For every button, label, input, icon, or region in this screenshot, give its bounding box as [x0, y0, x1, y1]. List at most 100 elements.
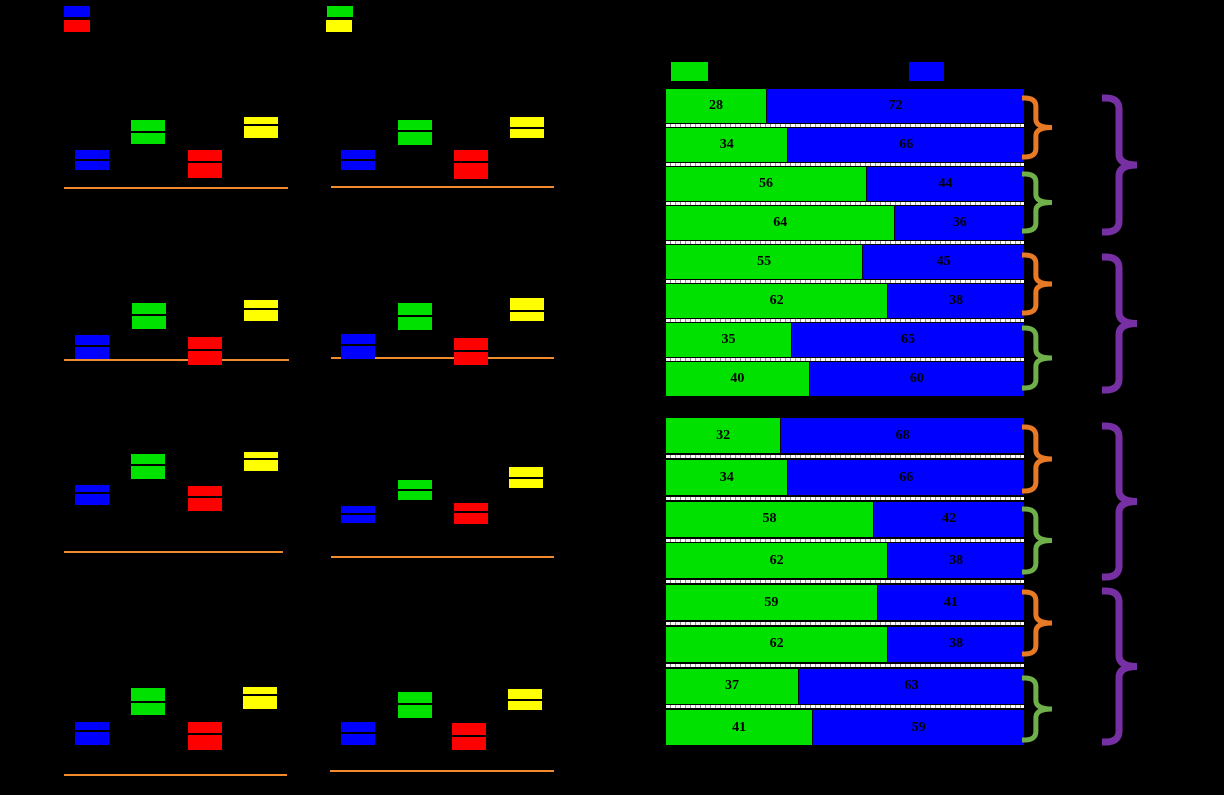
group-brace-purple [1101, 94, 1138, 236]
bar-value-label-blue: 45 [936, 254, 951, 270]
box-green-r1c2 [397, 119, 432, 145]
bar-segment-blue: 68 [781, 418, 1024, 454]
bar-segment-green: 41 [666, 710, 814, 746]
box-yellow-r3c2 [509, 467, 543, 488]
stacked-bar-bottom-8: 41 59 [666, 710, 1024, 746]
stacked-bar-bottom-5: 59 41 [666, 585, 1024, 621]
bar-value-label-green: 58 [762, 511, 777, 527]
box-green-r4c2 [397, 691, 432, 718]
bar-separator-line [666, 621, 1024, 625]
median-line [74, 730, 109, 732]
bar-value-label-green: 37 [725, 678, 740, 693]
bar-segment-blue: 38 [888, 543, 1024, 579]
bar-value-label-green: 28 [708, 98, 723, 114]
bar-legend-swatch-green [671, 62, 708, 81]
bar-separator-line [666, 241, 1024, 245]
median-line [508, 699, 542, 701]
bar-value-label-green: 56 [758, 176, 773, 192]
median-line [243, 457, 278, 460]
bar-value-label-blue: 36 [952, 215, 967, 231]
bar-separator-line [666, 358, 1024, 362]
bar-value-label-green: 59 [764, 594, 779, 610]
bar-separator-line [666, 202, 1024, 206]
bar-segment-blue: 65 [791, 323, 1024, 358]
stacked-bar-top-1: 28 72 [666, 89, 1024, 124]
stacked-bar-top-5: 55 45 [666, 245, 1024, 280]
x-axis-line-r2c2 [331, 356, 554, 359]
median-line [397, 702, 432, 705]
median-line [453, 161, 488, 163]
box-blue-r4c1 [74, 721, 109, 745]
bar-segment-blue: 36 [895, 206, 1024, 241]
legend-swatch-blue [64, 6, 90, 17]
box-red-r4c2 [452, 722, 486, 750]
group-brace-green [1021, 675, 1053, 743]
median-line [130, 700, 165, 703]
bar-segment-blue: 42 [874, 501, 1024, 537]
bar-segment-green: 56 [666, 167, 867, 202]
stacked-bar-top-6: 62 38 [666, 284, 1024, 319]
box-blue-r2c1 [75, 335, 109, 359]
bar-segment-blue: 60 [809, 362, 1024, 397]
bar-separator-line [666, 538, 1024, 542]
box-red-r3c2 [453, 503, 488, 524]
legend-swatch-green [327, 6, 353, 17]
group-brace-green [1021, 171, 1053, 234]
bar-segment-green: 59 [666, 585, 878, 621]
bar-segment-green: 34 [666, 460, 789, 495]
group-brace-orange [1021, 95, 1053, 160]
stacked-bar-top-8: 40 60 [666, 362, 1024, 397]
x-axis-line-r1c2 [330, 186, 554, 188]
bar-value-label-blue: 66 [899, 469, 914, 485]
median-line [131, 130, 165, 133]
box-blue-r1c2 [341, 150, 375, 170]
box-yellow-r4c1 [243, 686, 277, 709]
box-red-r2c1 [188, 336, 222, 365]
median-line [131, 314, 166, 316]
bar-value-label-green: 64 [773, 215, 788, 231]
box-yellow-r3c1 [243, 451, 278, 471]
bar-segment-green: 37 [666, 668, 800, 704]
bar-value-label-blue: 38 [949, 552, 964, 568]
legend-swatch-red [64, 20, 90, 32]
bar-segment-blue: 38 [888, 626, 1024, 662]
median-line [509, 477, 543, 479]
bar-segment-green: 55 [666, 245, 864, 280]
box-blue-r3c2 [341, 505, 375, 523]
bar-segment-green: 64 [666, 206, 896, 241]
x-axis-line-r3c2 [331, 556, 554, 558]
bar-separator-line [666, 705, 1024, 709]
median-line [131, 463, 165, 466]
bar-separator-line [666, 580, 1024, 584]
bar-segment-green: 62 [666, 543, 889, 579]
box-blue-r2c2 [341, 333, 375, 359]
bar-value-label-blue: 68 [895, 427, 910, 443]
group-brace-purple [1101, 587, 1138, 746]
group-brace-purple [1101, 253, 1138, 394]
bar-value-label-blue: 63 [904, 678, 919, 693]
bar-value-label-blue: 42 [942, 511, 957, 527]
bar-value-label-blue: 41 [943, 594, 958, 610]
bar-value-label-green: 35 [721, 332, 736, 348]
bar-value-label-blue: 38 [949, 293, 964, 309]
median-line [243, 124, 278, 126]
bar-segment-green: 28 [666, 89, 767, 124]
bar-value-label-green: 62 [769, 552, 784, 568]
stacked-bar-bottom-1: 32 68 [666, 418, 1024, 454]
stacked-bar-top-3: 56 44 [666, 167, 1024, 202]
median-line [187, 161, 222, 163]
median-line [188, 349, 222, 351]
box-yellow-r1c2 [509, 116, 544, 138]
bar-separator-line [666, 163, 1024, 167]
bar-segment-green: 32 [666, 418, 782, 454]
bar-value-label-blue: 66 [899, 137, 914, 153]
box-red-r1c1 [187, 149, 222, 178]
box-yellow-r2c1 [244, 300, 278, 321]
stacked-bar-bottom-4: 62 38 [666, 543, 1024, 579]
bar-segment-blue: 59 [813, 710, 1024, 746]
bar-separator-line [666, 455, 1024, 459]
bar-separator-line [666, 319, 1024, 323]
median-line [397, 130, 432, 132]
group-brace-green [1021, 325, 1053, 391]
box-blue-r3c1 [75, 484, 109, 505]
